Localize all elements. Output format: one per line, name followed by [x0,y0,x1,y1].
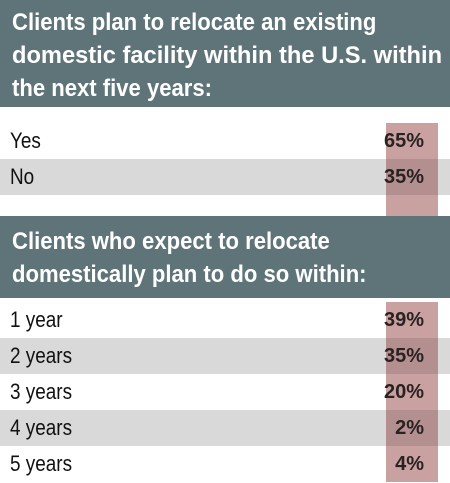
table2-label-4-years: 4 years [10,415,73,440]
table2-row-1-year: 1 year 39% [0,302,450,338]
table1-title-line-1: Clients plan to relocate an existing [12,9,377,36]
table1-row-yes: Yes 65% [0,123,450,159]
table2-value-2-years: 35% [383,345,424,367]
table2-label-2-years: 2 years [10,343,73,368]
table1-value-yes: 65% [383,130,424,152]
table1-label-no: No [10,164,35,189]
table2-row-5-years: 5 years 4% [0,446,450,482]
table2-value-3-years: 20% [383,381,424,403]
table2-row-3-years: 3 years 20% [0,374,450,410]
table2-value-cell-2-years: 35% [383,338,438,374]
table2-title-line-1: Clients who expect to relocate [12,228,330,255]
table2-header: Clients who expect to relocate domestica… [0,216,450,298]
table2-value-5-years: 4% [395,453,424,475]
table1-title-line-2: domestic facility within the U.S. within [12,42,443,69]
table1-title-line-3: the next five years: [12,75,213,102]
table2-value-cell-3-years: 20% [383,374,438,410]
table1-rows: Yes 65% No 35% [0,123,450,195]
table2-label-1-year: 1 year [10,307,63,332]
table2-value-cell-1-year: 39% [383,302,438,338]
table1-label-yes: Yes [10,128,41,153]
table2-value-cell-4-years: 2% [386,410,438,446]
table1-value-cell-no: 35% [383,159,438,195]
table1-row-no: No 35% [0,159,450,195]
table2-label-3-years: 3 years [10,379,73,404]
table2-value-cell-5-years: 4% [386,446,438,482]
table2-row-4-years: 4 years 2% [0,410,450,446]
table2-value-1-year: 39% [383,309,424,331]
table1-value-no: 35% [383,166,424,188]
table2-label-5-years: 5 years [10,451,73,476]
table1-value-column-filler [386,195,438,216]
table1-header: Clients plan to relocate an existing dom… [0,0,450,107]
table2-row-2-years: 2 years 35% [0,338,450,374]
table2-title-line-2: domestically plan to do so within: [12,261,367,288]
table1-value-cell-yes: 65% [383,123,438,159]
table2-value-4-years: 2% [395,417,424,439]
table2-rows: 1 year 39% 2 years 35% 3 years 20% 4 yea… [0,302,450,482]
